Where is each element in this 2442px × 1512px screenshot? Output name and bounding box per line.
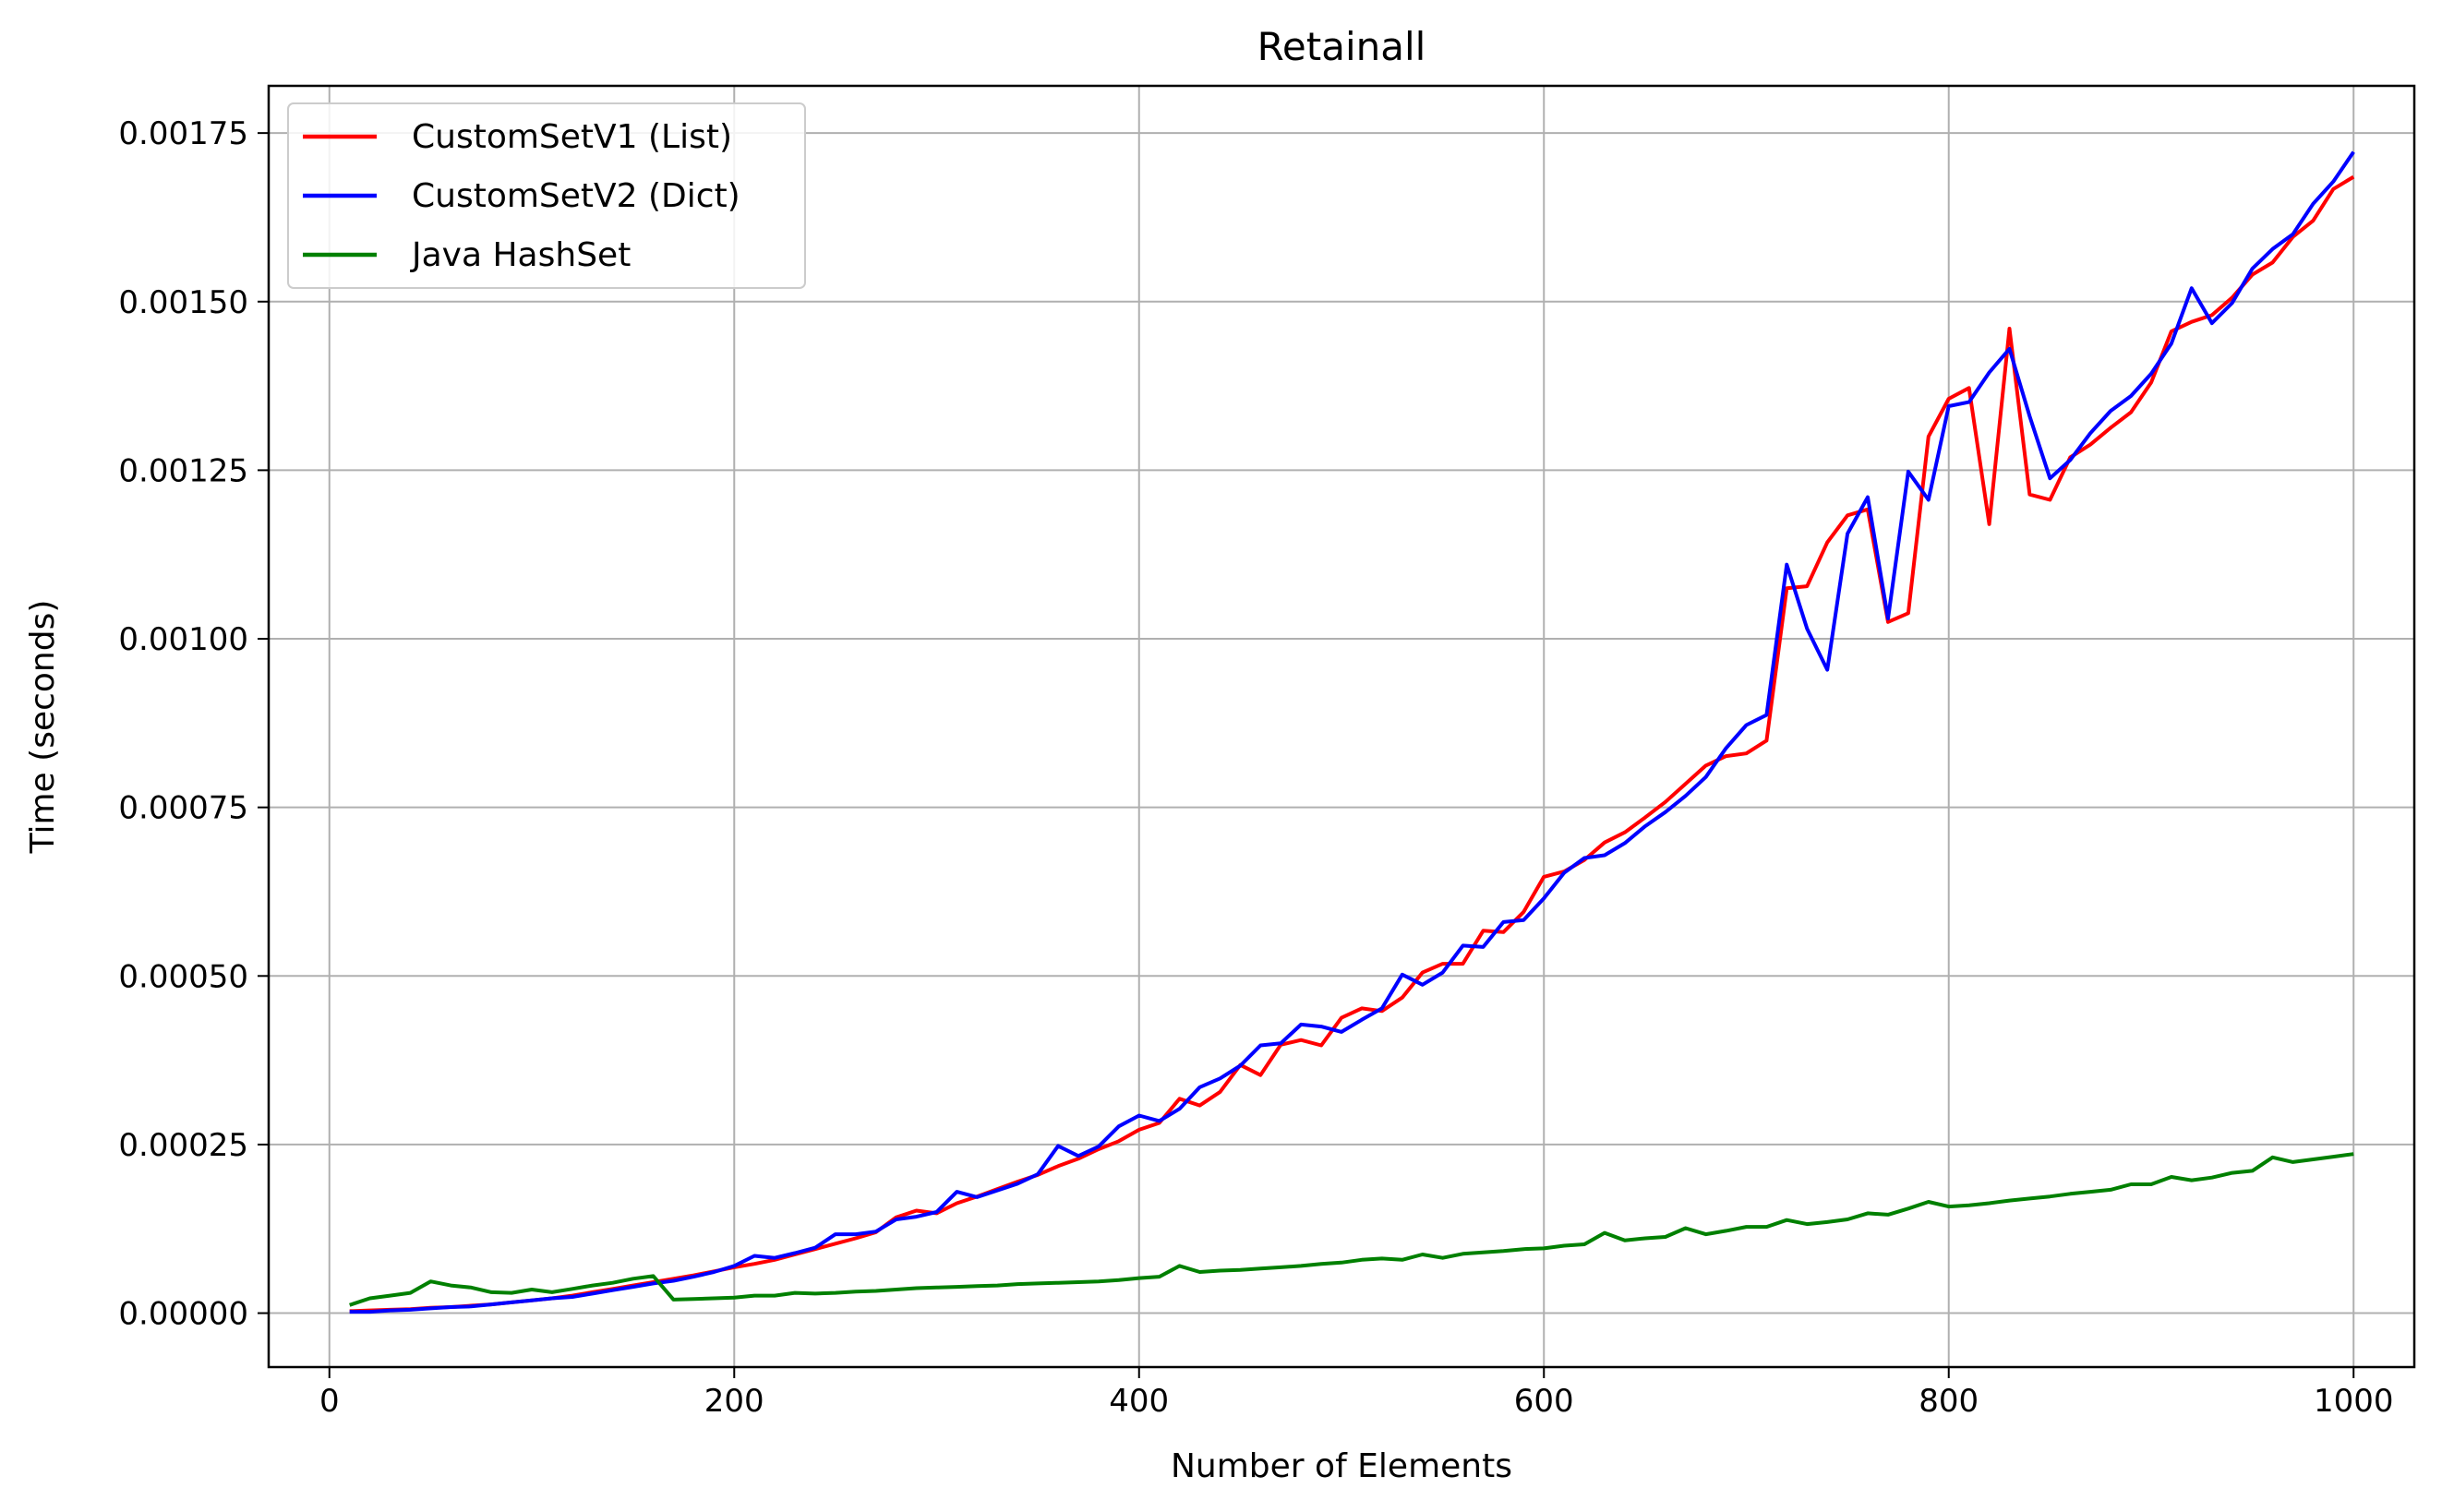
ticks-layer: 0 200 400 600 800 1000 0.00000 0.00025 0.00050 0.…: [118, 115, 2393, 1420]
x-tick-label: 600: [1514, 1383, 1574, 1420]
x-tick-label: 1000: [2314, 1383, 2394, 1420]
series-line-3: [349, 1152, 2354, 1307]
series-line-2: [349, 150, 2355, 1314]
legend-frame: [287, 102, 806, 289]
x-tick-label: 0: [319, 1383, 340, 1420]
y-tick-label: 0.00000: [118, 1296, 248, 1333]
y-axis-label: Time (seconds): [24, 600, 62, 855]
series-layer: [349, 150, 2355, 1314]
x-tick-label: 800: [1919, 1383, 1979, 1420]
plot-area-frame: [267, 84, 2416, 1369]
y-tick-label: 0.00150: [118, 284, 248, 321]
legend-label-2: CustomSetV2 (Dict): [412, 177, 740, 215]
x-axis-label: Number of Elements: [1171, 1447, 1512, 1485]
y-tick-label: 0.00025: [118, 1127, 248, 1164]
legend: CustomSetV1 (List) CustomSetV2 (Dict) Java…: [287, 102, 806, 289]
y-tick-label: 0.00050: [118, 958, 248, 995]
grid-layer: [269, 86, 2414, 1367]
x-tick-label: 400: [1109, 1383, 1169, 1420]
chart-title: Retainall: [1257, 24, 1426, 69]
y-tick-label: 0.00125: [118, 452, 248, 489]
legend-label-1: CustomSetV1 (List): [412, 118, 732, 156]
y-tick-label: 0.00075: [118, 790, 248, 827]
legend-label-3: Java HashSet: [410, 236, 631, 274]
y-tick-label: 0.00175: [118, 115, 248, 152]
x-tick-label: 200: [704, 1383, 764, 1420]
y-tick-label: 0.00100: [118, 621, 248, 658]
